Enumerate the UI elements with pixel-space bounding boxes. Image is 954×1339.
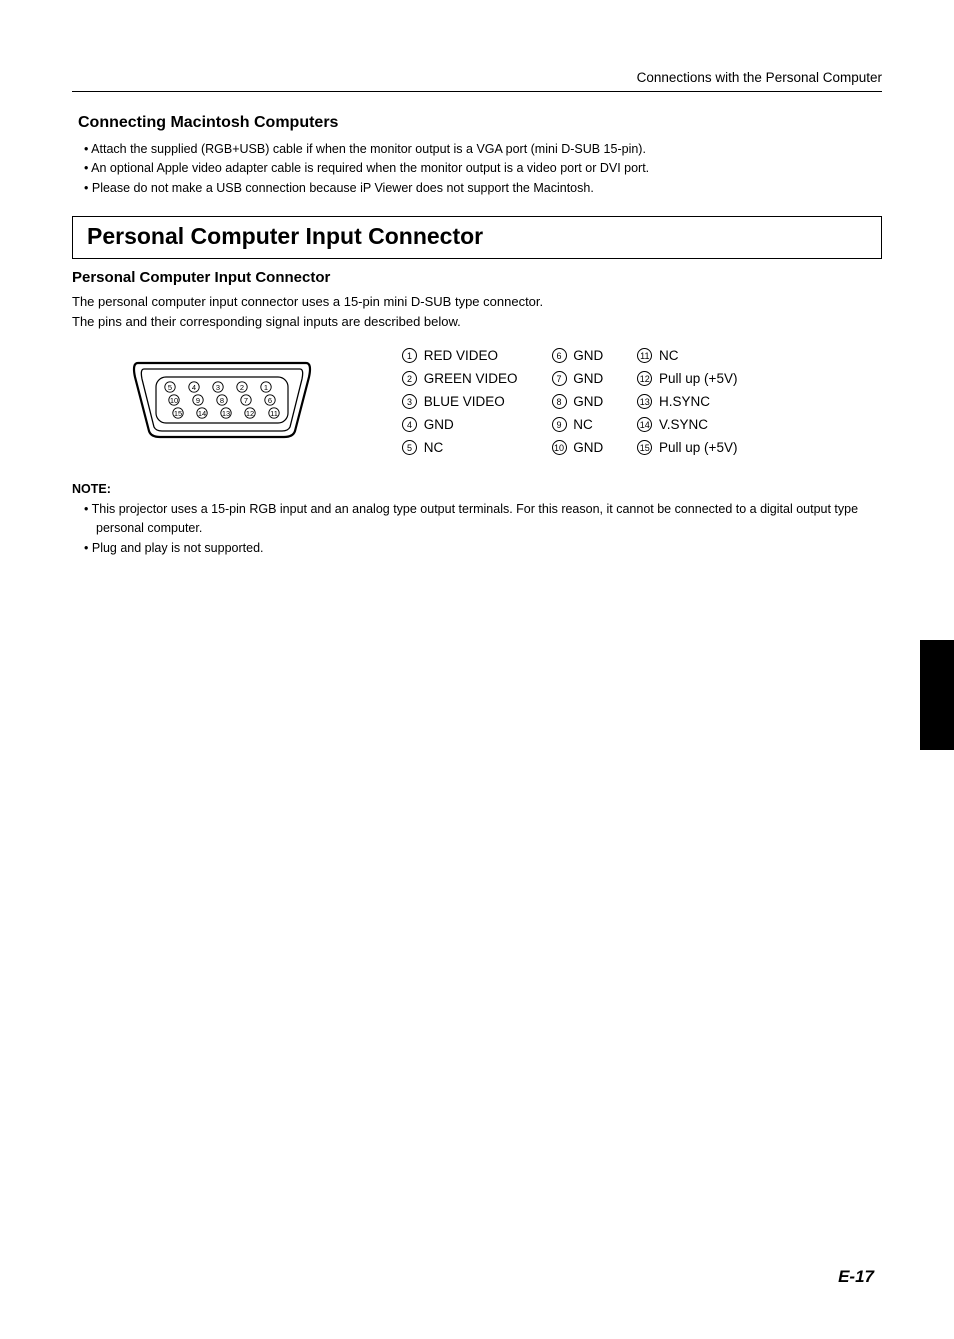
svg-text:15: 15: [174, 409, 182, 418]
svg-text:13: 13: [222, 409, 230, 418]
pin-entry: 14 V.SYNC: [637, 414, 737, 437]
pin-entry: 1 RED VIDEO: [402, 345, 518, 368]
mac-bullet-item: An optional Apple video adapter cable is…: [84, 159, 882, 178]
pin-label: GND: [570, 371, 604, 386]
pin-entry: 9 NC: [552, 414, 604, 437]
pin-entry: 7 GND: [552, 368, 604, 391]
pin-entry: 10 GND: [552, 437, 604, 460]
svg-text:3: 3: [216, 383, 220, 392]
pin-label: V.SYNC: [655, 417, 708, 432]
pin-number-icon: 3: [402, 394, 417, 409]
note-list: This projector uses a 15-pin RGB input a…: [72, 500, 882, 558]
mac-bullet-item: Please do not make a USB connection beca…: [84, 179, 882, 198]
svg-text:1: 1: [264, 383, 268, 392]
pin-number-icon: 10: [552, 440, 567, 455]
svg-text:10: 10: [170, 396, 178, 405]
pin-columns: 1 RED VIDEO2 GREEN VIDEO3 BLUE VIDEO4 GN…: [402, 345, 737, 460]
pin-label: GREEN VIDEO: [420, 371, 518, 386]
svg-text:12: 12: [246, 409, 254, 418]
mac-bullet-list: Attach the supplied (RGB+USB) cable if w…: [72, 140, 882, 198]
pin-number-icon: 15: [637, 440, 652, 455]
pin-number-icon: 4: [402, 417, 417, 432]
pin-number-icon: 7: [552, 371, 567, 386]
pin-label: BLUE VIDEO: [420, 394, 505, 409]
page-number: E-17: [838, 1267, 874, 1287]
pin-label: NC: [420, 440, 443, 455]
note-item: Plug and play is not supported.: [78, 539, 882, 558]
pin-label: RED VIDEO: [420, 348, 498, 363]
pci-desc-1: The personal computer input connector us…: [72, 294, 543, 309]
note-heading: NOTE:: [72, 482, 882, 496]
pin-col-2: 6 GND7 GND8 GND9 NC10 GND: [552, 345, 604, 460]
pin-col-1: 1 RED VIDEO2 GREEN VIDEO3 BLUE VIDEO4 GN…: [402, 345, 518, 460]
pin-number-icon: 1: [402, 348, 417, 363]
pin-entry: 12 Pull up (+5V): [637, 368, 737, 391]
connector-diagram: 5 4 3 2 1 10 9 8 7 6 15 14 13 12 11: [132, 357, 312, 443]
pin-number-icon: 9: [552, 417, 567, 432]
svg-text:9: 9: [196, 396, 200, 405]
svg-text:4: 4: [192, 383, 196, 392]
pin-label: H.SYNC: [655, 394, 710, 409]
header-section: Connections with the Personal Computer: [72, 70, 882, 91]
note-item: This projector uses a 15-pin RGB input a…: [78, 500, 882, 539]
pci-title-box: Personal Computer Input Connector: [72, 216, 882, 259]
svg-text:2: 2: [240, 383, 244, 392]
svg-text:6: 6: [268, 396, 272, 405]
header-rule: [72, 91, 882, 92]
svg-text:5: 5: [168, 383, 172, 392]
pin-label: GND: [570, 394, 604, 409]
svg-text:14: 14: [198, 409, 206, 418]
pin-number-icon: 8: [552, 394, 567, 409]
pin-entry: 5 NC: [402, 437, 518, 460]
mac-bullet-item: Attach the supplied (RGB+USB) cable if w…: [84, 140, 882, 159]
pin-number-icon: 6: [552, 348, 567, 363]
pin-label: NC: [655, 348, 678, 363]
pin-label: GND: [570, 440, 604, 455]
side-tab: [920, 640, 954, 750]
pin-entry: 3 BLUE VIDEO: [402, 391, 518, 414]
pin-number-icon: 13: [637, 394, 652, 409]
pin-col-3: 11 NC12 Pull up (+5V)13 H.SYNC14 V.SYNC1…: [637, 345, 737, 460]
mac-title: Connecting Macintosh Computers: [72, 114, 882, 132]
pci-desc-2: The pins and their corresponding signal …: [72, 314, 461, 329]
pin-entry: 15 Pull up (+5V): [637, 437, 737, 460]
pin-entry: 2 GREEN VIDEO: [402, 368, 518, 391]
pin-label: GND: [570, 348, 604, 363]
pin-number-icon: 12: [637, 371, 652, 386]
pin-number-icon: 2: [402, 371, 417, 386]
svg-text:7: 7: [244, 396, 248, 405]
pin-number-icon: 14: [637, 417, 652, 432]
pin-number-icon: 5: [402, 440, 417, 455]
pin-entry: 4 GND: [402, 414, 518, 437]
pin-label: GND: [420, 417, 454, 432]
pci-desc: The personal computer input connector us…: [72, 292, 882, 331]
pin-label: NC: [570, 417, 593, 432]
pin-entry: 13 H.SYNC: [637, 391, 737, 414]
pin-label: Pull up (+5V): [655, 371, 737, 386]
pin-entry: 11 NC: [637, 345, 737, 368]
pin-entry: 6 GND: [552, 345, 604, 368]
pin-label: Pull up (+5V): [655, 440, 737, 455]
pinout-row: 543211098761514131211 1 RED VIDEO2 GREEN…: [72, 345, 882, 460]
svg-text:8: 8: [220, 396, 224, 405]
pin-entry: 8 GND: [552, 391, 604, 414]
pci-box-title: Personal Computer Input Connector: [87, 223, 867, 250]
pci-subtitle: Personal Computer Input Connector: [72, 269, 882, 286]
pin-number-icon: 11: [637, 348, 652, 363]
svg-text:11: 11: [270, 409, 278, 418]
